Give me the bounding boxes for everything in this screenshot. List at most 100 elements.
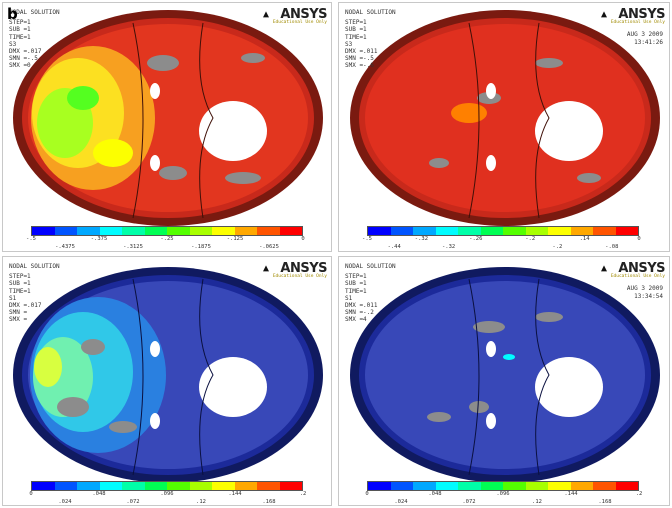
time-label: TIME=1 <box>345 287 367 295</box>
tick-label: .072 <box>126 499 140 505</box>
component-label: S3 <box>345 40 353 48</box>
tick-label: -.375 <box>90 236 108 242</box>
color-legend-bar <box>367 481 639 491</box>
tick-label: .048 <box>428 491 442 497</box>
tick-label: -.25 <box>160 236 174 242</box>
panel-top-right: NODAL SOLUTION STEP=1 SUB =1 TIME=1 S3 D… <box>338 2 670 252</box>
smx-label: SMX =-.6 <box>345 62 374 70</box>
logo-tagline: Educational Use Only <box>610 274 665 279</box>
solution-info: NODAL SOLUTION STEP=1 SUB =1 TIME=1 S1 D… <box>9 263 60 324</box>
step-label: STEP=1 <box>9 273 31 281</box>
tick-label: .144 <box>564 491 578 497</box>
tick-label: .048 <box>92 491 106 497</box>
tick-label: .12 <box>532 499 542 505</box>
step-label: STEP=1 <box>345 273 367 281</box>
dmx-label: DMX =.017 <box>9 48 42 56</box>
ansys-logo: ▲ ANSYS Educational Use Only <box>601 7 665 27</box>
tick-label: -.2 <box>525 236 536 242</box>
tick-label: -.2 <box>552 244 563 250</box>
solution-title: NODAL SOLUTION <box>9 9 60 16</box>
logo-tagline: Educational Use Only <box>610 20 665 25</box>
tick-label: .144 <box>228 491 242 497</box>
date-label: AUG 3 2009 <box>626 31 663 38</box>
tick-label: -.08 <box>605 244 619 250</box>
skull-contour-plot <box>13 10 323 226</box>
tick-label: -.32 <box>441 244 456 250</box>
time-label: TIME=1 <box>9 33 31 41</box>
skull-contour-plot <box>350 10 660 226</box>
color-legend-bar <box>367 226 639 236</box>
ansys-logo: ▲ ANSYS Educational Use Only <box>263 261 327 281</box>
tick-label: 0 <box>301 236 305 242</box>
tick-label: .2 <box>299 491 307 497</box>
graduation-cap-icon: ▲ <box>601 263 608 274</box>
ansys-logo: ▲ ANSYS Educational Use Only <box>263 7 327 27</box>
solution-info: NODAL SOLUTION STEP=1 SUB =1 TIME=1 S3 D… <box>345 9 396 70</box>
tick-label: -.5 <box>26 236 36 242</box>
tick-label: .024 <box>394 499 408 505</box>
solution-info: NODAL SOLUTION STEP=1 SUB =1 TIME=1 S3 D… <box>9 9 60 70</box>
tick-label: .096 <box>496 491 510 497</box>
component-label: S3 <box>9 40 17 48</box>
logo-word: ANSYS <box>280 261 327 276</box>
color-legend-bar <box>31 481 303 491</box>
solution-title: NODAL SOLUTION <box>9 263 60 270</box>
legend-ticks: 0 .048 .096 .144 .2 .024 .072 .12 .168 <box>29 491 306 505</box>
logo-tagline: Educational Use Only <box>272 274 327 279</box>
tick-label: .2 <box>635 491 643 497</box>
tick-label: -.32 <box>414 236 429 242</box>
tick-label: 0 <box>637 236 641 242</box>
tick-label: .12 <box>196 499 206 505</box>
graduation-cap-icon: ▲ <box>601 9 608 20</box>
dmx-label: DMX =.017 <box>9 302 42 310</box>
tick-label: .072 <box>462 499 476 505</box>
smx-label: SMX =4 <box>345 316 367 324</box>
smn-label: SMN =-.5 <box>345 55 374 63</box>
legend-ticks: -.5 -.375 -.25 -.125 0 -.4375 -.3125 -.1… <box>26 236 305 251</box>
logo-word: ANSYS <box>618 261 665 276</box>
tick-label: -.125 <box>226 236 244 242</box>
timestamp: AUG 3 2009 13:34:54 <box>627 285 663 300</box>
solution-info: NODAL SOLUTION STEP=1 SUB =1 TIME=1 S1 D… <box>345 263 396 324</box>
figure-letter: b <box>7 5 18 23</box>
tick-label: -.26 <box>469 236 483 242</box>
logo-word: ANSYS <box>280 7 327 22</box>
date-label: AUG 3 2009 <box>626 285 663 292</box>
tick-label: .168 <box>262 499 276 505</box>
tick-label: .14 <box>579 236 590 242</box>
solution-title: NODAL SOLUTION <box>345 9 396 16</box>
sub-label: SUB =1 <box>9 280 31 288</box>
ansys-logo: ▲ ANSYS Educational Use Only <box>601 261 665 281</box>
sub-label: SUB =1 <box>9 26 31 34</box>
smx-label: SMX =0 <box>9 62 31 70</box>
step-label: STEP=1 <box>9 19 31 27</box>
graduation-cap-icon: ▲ <box>263 9 270 20</box>
tick-label: .168 <box>598 499 612 505</box>
smn-label: SMN =-.2 <box>345 309 374 317</box>
tick-label: -.3125 <box>123 244 143 250</box>
dmx-label: DMX =.011 <box>345 48 378 56</box>
tick-label: .024 <box>58 499 72 505</box>
legend-ticks: -.5 -.32 -.26 -.2 .14 0 -.44 -.32 -.2 -.… <box>362 236 641 251</box>
skull-contour-plot <box>350 267 660 483</box>
panel-top-left: b NODAL SOLUTION STEP=1 SUB =1 TIME=1 S3… <box>2 2 332 252</box>
tick-label: .096 <box>160 491 174 497</box>
tick-label: -.4375 <box>55 244 75 250</box>
step-label: STEP=1 <box>345 19 367 27</box>
smn-label: SMN = <box>9 309 28 317</box>
sub-label: SUB =1 <box>345 26 367 34</box>
legend-ticks: 0 .048 .096 .144 .2 .024 .072 .12 .168 <box>365 491 642 505</box>
skull-contour-plot <box>13 267 323 483</box>
component-label: S1 <box>345 294 353 302</box>
tick-label: 0 <box>365 491 369 497</box>
clock-label: 13:41:26 <box>634 38 663 46</box>
color-legend-bar <box>31 226 303 236</box>
time-label: TIME=1 <box>9 287 31 295</box>
tick-label: 0 <box>29 491 33 497</box>
dmx-label: DMX =.011 <box>345 302 378 310</box>
logo-word: ANSYS <box>618 7 665 22</box>
logo-tagline: Educational Use Only <box>272 20 327 25</box>
tick-label: -.0625 <box>259 244 279 250</box>
time-label: TIME=1 <box>345 33 367 41</box>
smn-label: SMN =-.5 <box>9 55 38 63</box>
